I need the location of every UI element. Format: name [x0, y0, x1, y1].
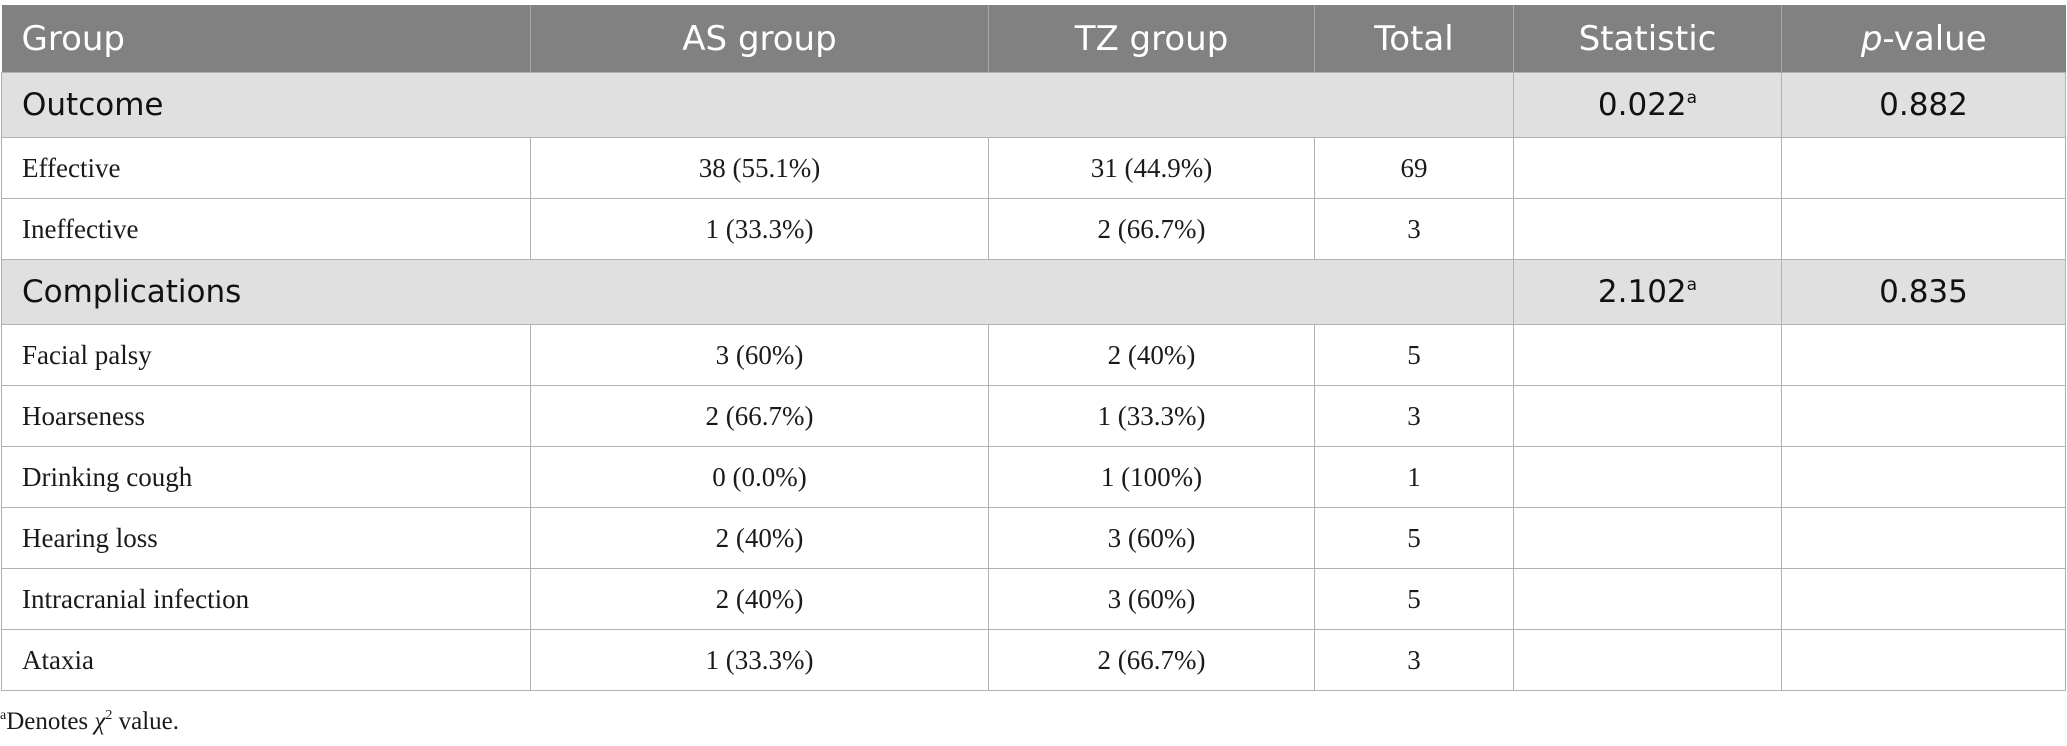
cell-tz-group: 3 (60%) [988, 507, 1315, 569]
section-statistic: 0.022a [1513, 72, 1782, 138]
section-p-value: 0.835 [1781, 259, 2066, 325]
footnote-text-before: Denotes [6, 708, 95, 735]
cell-statistic-empty [1513, 137, 1782, 199]
table-row: Hoarseness 2 (66.7%) 1 (33.3%) 3 [1, 385, 2066, 447]
section-statistic: 2.102a [1513, 259, 1782, 325]
row-label: Facial palsy [1, 324, 531, 386]
cell-total: 5 [1314, 324, 1514, 386]
cell-statistic-empty [1513, 568, 1782, 630]
cell-total: 5 [1314, 568, 1514, 630]
cell-total: 69 [1314, 137, 1514, 199]
cell-statistic-empty [1513, 507, 1782, 569]
footnote-text-after: value. [112, 708, 180, 735]
cell-p-value-empty [1781, 446, 2066, 508]
cell-p-value-empty [1781, 629, 2066, 691]
table-row: Facial palsy 3 (60%) 2 (40%) 5 [1, 324, 2066, 386]
section-row-complications: Complications 2.102a 0.835 [1, 259, 2066, 325]
statistic-value: 0.022 [1597, 87, 1687, 123]
table-row: Ineffective 1 (33.3%) 2 (66.7%) 3 [1, 198, 2066, 260]
cell-tz-group: 31 (44.9%) [988, 137, 1315, 199]
section-label: Complications [1, 259, 1514, 325]
statistic-value: 2.102 [1597, 274, 1687, 310]
row-label: Effective [1, 137, 531, 199]
table-header-row: Group AS group TZ group Total Statistic … [1, 5, 2066, 73]
cell-tz-group: 2 (66.7%) [988, 198, 1315, 260]
row-label: Ineffective [1, 198, 531, 260]
cell-p-value-empty [1781, 198, 2066, 260]
table-footnote: aDenotes χ2 value. [0, 708, 179, 736]
section-label: Outcome [1, 72, 1514, 138]
footnote-chi-symbol: χ [94, 708, 106, 735]
cell-total: 3 [1314, 385, 1514, 447]
header-as-group: AS group [530, 5, 989, 73]
cell-as-group: 2 (40%) [530, 507, 989, 569]
statistic-footnote-mark: a [1686, 275, 1698, 295]
cell-total: 3 [1314, 198, 1514, 260]
header-group: Group [1, 5, 531, 73]
cell-statistic-empty [1513, 385, 1782, 447]
cell-total: 3 [1314, 629, 1514, 691]
table-row: Hearing loss 2 (40%) 3 (60%) 5 [1, 507, 2066, 569]
cell-p-value-empty [1781, 507, 2066, 569]
cell-p-value-empty [1781, 324, 2066, 386]
row-label: Ataxia [1, 629, 531, 691]
header-p-value-italic: p [1860, 18, 1883, 59]
footnote-chi-exponent: 2 [105, 708, 113, 723]
table-row: Drinking cough 0 (0.0%) 1 (100%) 1 [1, 446, 2066, 508]
header-p-value: p-value [1781, 5, 2066, 73]
cell-as-group: 1 (33.3%) [530, 198, 989, 260]
cell-p-value-empty [1781, 568, 2066, 630]
row-label: Drinking cough [1, 446, 531, 508]
cell-tz-group: 1 (100%) [988, 446, 1315, 508]
cell-as-group: 0 (0.0%) [530, 446, 989, 508]
cell-total: 5 [1314, 507, 1514, 569]
header-statistic: Statistic [1513, 5, 1782, 73]
statistic-footnote-mark: a [1686, 88, 1698, 108]
row-label: Intracranial infection [1, 568, 531, 630]
cell-as-group: 38 (55.1%) [530, 137, 989, 199]
cell-as-group: 2 (40%) [530, 568, 989, 630]
cell-p-value-empty [1781, 385, 2066, 447]
table-row: Intracranial infection 2 (40%) 3 (60%) 5 [1, 568, 2066, 630]
table-row: Ataxia 1 (33.3%) 2 (66.7%) 3 [1, 629, 2066, 691]
footnote-mark: a [0, 708, 7, 723]
cell-tz-group: 3 (60%) [988, 568, 1315, 630]
row-label: Hoarseness [1, 385, 531, 447]
cell-p-value-empty [1781, 137, 2066, 199]
results-table: Group AS group TZ group Total Statistic … [1, 5, 2066, 691]
cell-as-group: 2 (66.7%) [530, 385, 989, 447]
cell-statistic-empty [1513, 629, 1782, 691]
cell-tz-group: 2 (66.7%) [988, 629, 1315, 691]
section-p-value: 0.882 [1781, 72, 2066, 138]
cell-statistic-empty [1513, 446, 1782, 508]
cell-tz-group: 2 (40%) [988, 324, 1315, 386]
header-total: Total [1314, 5, 1514, 73]
cell-tz-group: 1 (33.3%) [988, 385, 1315, 447]
section-row-outcome: Outcome 0.022a 0.882 [1, 72, 2066, 138]
cell-as-group: 3 (60%) [530, 324, 989, 386]
table-row: Effective 38 (55.1%) 31 (44.9%) 69 [1, 137, 2066, 199]
row-label: Hearing loss [1, 507, 531, 569]
cell-statistic-empty [1513, 198, 1782, 260]
header-p-value-rest: -value [1882, 18, 1987, 59]
cell-statistic-empty [1513, 324, 1782, 386]
header-tz-group: TZ group [988, 5, 1315, 73]
cell-as-group: 1 (33.3%) [530, 629, 989, 691]
cell-total: 1 [1314, 446, 1514, 508]
